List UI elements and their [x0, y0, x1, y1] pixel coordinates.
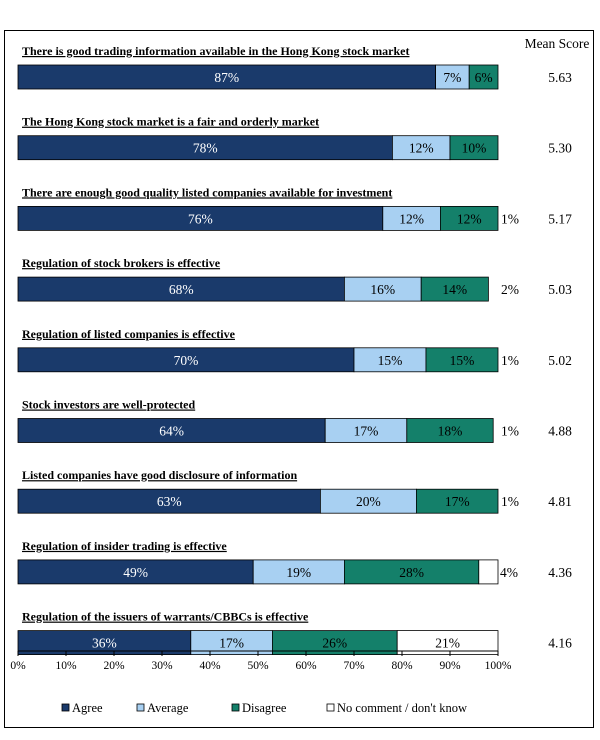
data-label: 1%	[501, 211, 519, 226]
x-tick-label: 60%	[295, 660, 317, 672]
bar-segment-agree	[17, 64, 437, 90]
data-label: 87%	[214, 70, 239, 85]
data-label: 17%	[445, 494, 470, 509]
data-label: 76%	[188, 211, 213, 226]
data-label: 1%	[501, 353, 519, 368]
bar-segment-disagree	[468, 64, 499, 90]
data-label: 15%	[378, 353, 403, 368]
mean-score-header: Mean Score	[525, 36, 590, 51]
data-label: 18%	[438, 424, 463, 439]
mean-score: 4.36	[548, 565, 572, 580]
bar-segment-disagree	[439, 205, 499, 231]
data-label: 36%	[92, 636, 117, 651]
data-label: 19%	[286, 565, 311, 580]
x-tick-label: 80%	[391, 660, 413, 672]
legend-swatch	[61, 703, 70, 712]
data-label: 1%	[501, 424, 519, 439]
bar-segment-average	[353, 347, 427, 373]
data-label: 68%	[169, 282, 194, 297]
bar-segment-average	[324, 418, 408, 443]
question-label: There is good trading information availa…	[22, 44, 409, 58]
bar-segment-average	[382, 205, 441, 231]
data-label: 14%	[442, 282, 467, 297]
bar-segment-agree	[17, 205, 384, 231]
data-label: 70%	[174, 353, 199, 368]
bar-segment-average	[252, 559, 345, 585]
mean-score: 5.03	[548, 282, 572, 297]
mean-score: 4.81	[548, 494, 572, 509]
data-label: 4%	[500, 565, 518, 580]
data-label: 12%	[399, 211, 424, 226]
mean-score: 5.63	[548, 70, 572, 85]
data-label: 20%	[356, 494, 381, 509]
chart-border	[4, 30, 594, 728]
question-label: The Hong Kong stock market is a fair and…	[22, 115, 319, 129]
x-tick-label: 90%	[439, 660, 461, 672]
bar-segment-disagree	[420, 276, 489, 302]
data-label: 26%	[322, 636, 347, 651]
mean-score: 5.17	[548, 211, 572, 226]
mean-score: 5.02	[548, 353, 572, 368]
data-label: 28%	[399, 565, 424, 580]
x-tick-label: 70%	[343, 660, 365, 672]
x-tick-label: 10%	[55, 660, 77, 672]
data-label: 16%	[370, 282, 395, 297]
data-label: 49%	[123, 565, 148, 580]
mean-score: 5.30	[548, 141, 572, 156]
mean-score: 4.16	[548, 636, 572, 651]
bar-segment-average	[343, 276, 422, 302]
data-label: 15%	[450, 353, 475, 368]
legend-swatch	[326, 703, 335, 712]
bar-segment-agree	[17, 559, 254, 585]
data-label: 2%	[501, 282, 519, 297]
x-tick-label: 40%	[199, 660, 221, 672]
question-label: Regulation of insider trading is effecti…	[22, 539, 227, 553]
legend-label: Disagree	[242, 701, 287, 715]
question-label: Stock investors are well-protected	[22, 398, 196, 412]
data-label: 1%	[501, 494, 519, 509]
data-label: 10%	[462, 141, 487, 156]
x-tick-label: 50%	[247, 660, 269, 672]
legend-swatch	[136, 703, 145, 712]
bar-segment-agree	[17, 418, 326, 443]
legend-swatch	[231, 703, 240, 712]
question-label: There are enough good quality listed com…	[22, 185, 392, 199]
legend-label: No comment / don't know	[337, 701, 467, 715]
x-tick-label: 30%	[151, 660, 173, 672]
x-tick-label: 100%	[485, 660, 512, 672]
data-label: 12%	[409, 141, 434, 156]
data-label: 7%	[443, 70, 461, 85]
bar-segment-agree	[17, 488, 321, 514]
bar-segment-no	[478, 559, 499, 585]
bar-segment-disagree	[449, 135, 499, 161]
bar-segment-disagree	[425, 347, 499, 373]
data-label: 63%	[157, 494, 182, 509]
x-tick-label: 0%	[10, 660, 26, 672]
bar-segment-disagree	[406, 418, 494, 443]
question-label: Listed companies have good disclosure of…	[22, 468, 297, 482]
data-label: 6%	[475, 70, 493, 85]
bar-segment-average	[391, 135, 451, 161]
question-label: Regulation of stock brokers is effective	[22, 256, 221, 270]
data-label: 17%	[219, 636, 244, 651]
question-label: Regulation of listed companies is effect…	[22, 327, 236, 341]
bar-segment-disagree	[415, 488, 499, 514]
data-label: 21%	[435, 636, 460, 651]
x-tick-label: 20%	[103, 660, 125, 672]
mean-score: 4.88	[548, 424, 572, 439]
legend-label: Average	[147, 701, 189, 715]
data-label: 64%	[159, 424, 184, 439]
question-label: Regulation of the issuers of warrants/CB…	[22, 610, 309, 624]
bar-segment-average	[435, 64, 470, 90]
data-label: 12%	[457, 211, 482, 226]
data-label: 17%	[354, 424, 379, 439]
bar-segment-agree	[17, 135, 393, 161]
bar-segment-agree	[17, 276, 345, 302]
bar-segment-agree	[17, 347, 355, 373]
data-label: 78%	[193, 141, 218, 156]
legend-label: Agree	[72, 701, 103, 715]
bar-segment-average	[319, 488, 417, 514]
